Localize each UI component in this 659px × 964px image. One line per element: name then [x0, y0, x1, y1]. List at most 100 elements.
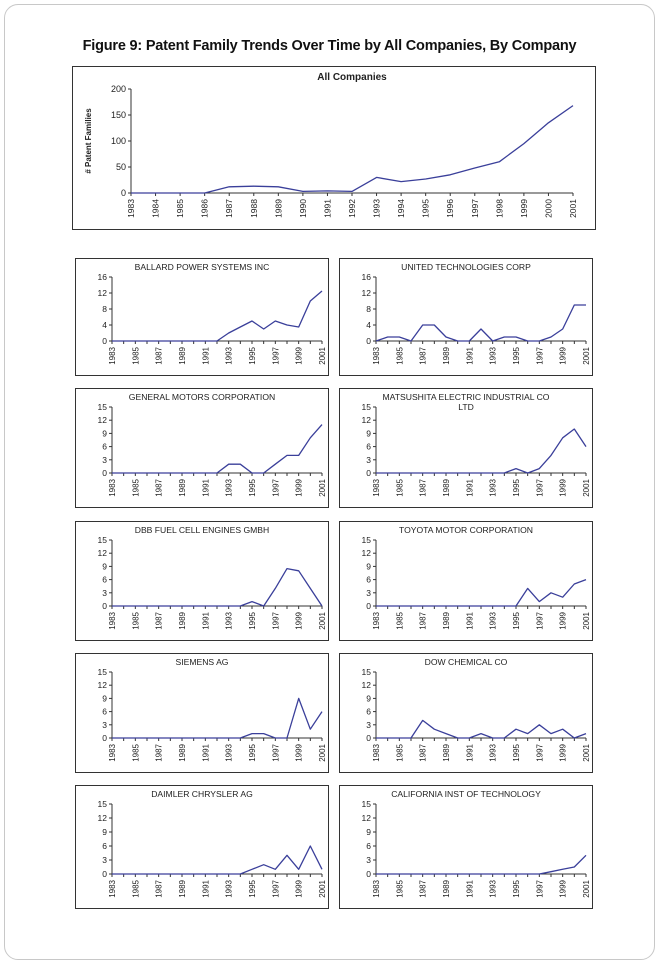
x-tick-label: 1995: [248, 611, 257, 629]
y-tick-label: 12: [362, 813, 372, 823]
chart-title: MATSUSHITA ELECTRIC INDUSTRIAL CO LTD: [383, 392, 550, 412]
x-tick-label: 1987: [419, 478, 428, 496]
series-line: [112, 424, 323, 474]
chart-title: BALLARD POWER SYSTEMS INC: [135, 262, 270, 272]
x-tick-label: 1989: [442, 611, 451, 629]
y-tick-label: 16: [98, 272, 108, 282]
x-tick-label: 1987: [419, 611, 428, 629]
chart-title: TOYOTA MOTOR CORPORATION: [399, 525, 533, 535]
x-tick-label: 1983: [108, 611, 117, 629]
x-tick-label: 1997: [470, 199, 480, 218]
y-tick-label: 15: [362, 799, 372, 809]
y-tick-label: 150: [111, 110, 126, 120]
y-tick-label: 6: [102, 841, 107, 851]
x-tick-label: 2001: [318, 879, 327, 897]
y-tick-label: 12: [98, 548, 108, 558]
x-tick-label: 2001: [568, 199, 578, 218]
x-tick-label: 1995: [512, 478, 521, 496]
y-tick-label: 9: [102, 693, 107, 703]
y-tick-label: 12: [362, 415, 372, 425]
y-tick-label: 15: [98, 535, 108, 545]
y-tick-label: 0: [102, 733, 107, 743]
x-tick-label: 1997: [535, 478, 544, 496]
x-tick-label: 1999: [559, 611, 568, 629]
y-tick-label: 12: [98, 813, 108, 823]
x-tick-label: 1989: [178, 743, 187, 761]
x-tick-label: 1999: [559, 879, 568, 897]
x-tick-label: 2001: [582, 879, 591, 897]
x-tick-label: 1993: [489, 743, 498, 761]
y-tick-label: 3: [366, 588, 371, 598]
x-tick-label: 1999: [295, 346, 304, 364]
chart-svg: DAIMLER CHRYSLER AG 0 3 6 9 12 15 1983 1985 1987 1…: [98, 789, 327, 898]
x-tick-label: 1991: [201, 478, 210, 496]
chart-svg: DOW CHEMICAL CO 0 3 6 9 12 15 1983 1985 1987 1989 1…: [362, 657, 591, 762]
chart-svg: TOYOTA MOTOR CORPORATION 0 3 6 9 12 15 1983 1985…: [362, 525, 591, 630]
chart-title: DAIMLER CHRYSLER AG: [151, 789, 253, 799]
x-tick-label: 1997: [271, 611, 280, 629]
x-tick-label: 1991: [201, 611, 210, 629]
x-tick-label: 1987: [419, 743, 428, 761]
x-tick-label: 1985: [395, 879, 404, 897]
y-axis-label: # Patent Families: [84, 108, 93, 174]
chart-panel-7: SIEMENS AG 0 3 6 9 12 15 1983 1985 1987 1989 1991 19…: [75, 653, 329, 773]
x-tick-label: 1989: [442, 478, 451, 496]
x-tick-label: 1997: [271, 879, 280, 897]
x-tick-label: 1995: [512, 611, 521, 629]
x-tick-label: 1985: [395, 743, 404, 761]
x-tick-label: 1997: [271, 346, 280, 364]
x-tick-label: 1992: [347, 199, 357, 218]
x-tick-label: 1991: [465, 879, 474, 897]
chart-title: CALIFORNIA INST OF TECHNOLOGY: [391, 789, 541, 799]
y-tick-label: 9: [102, 561, 107, 571]
x-tick-label: 1991: [465, 346, 474, 364]
x-tick-label: 1999: [295, 743, 304, 761]
y-tick-label: 9: [102, 428, 107, 438]
y-tick-label: 50: [116, 162, 126, 172]
x-tick-label: 1983: [372, 879, 381, 897]
x-tick-label: 1983: [372, 743, 381, 761]
x-tick-label: 2001: [582, 478, 591, 496]
chart-svg: SIEMENS AG 0 3 6 9 12 15 1983 1985 1987 1989 1991 19…: [98, 657, 327, 762]
x-tick-label: 1995: [248, 478, 257, 496]
x-tick-label: 1995: [512, 879, 521, 897]
y-tick-label: 9: [366, 428, 371, 438]
x-tick-label: 1985: [395, 478, 404, 496]
x-tick-label: 1995: [512, 346, 521, 364]
y-tick-label: 3: [102, 455, 107, 465]
chart-title: SIEMENS AG: [175, 657, 228, 667]
chart-panel-2: UNITED TECHNOLOGIES CORP 0 4 8 12 16 1983 1985 1…: [339, 258, 593, 376]
x-tick-label: 2001: [318, 346, 327, 364]
x-tick-label: 1993: [225, 879, 234, 897]
y-tick-label: 15: [98, 799, 108, 809]
x-tick-label: 1983: [372, 478, 381, 496]
x-tick-label: 1993: [372, 199, 382, 218]
x-tick-label: 1989: [178, 611, 187, 629]
x-tick-label: 1983: [126, 199, 136, 218]
x-tick-label: 1997: [271, 478, 280, 496]
x-tick-label: 1987: [155, 478, 164, 496]
chart-svg: DBB FUEL CELL ENGINES GMBH 0 3 6 9 12 15 1983 19…: [98, 525, 327, 630]
chart-title: DBB FUEL CELL ENGINES GMBH: [135, 525, 270, 535]
x-tick-label: 1987: [155, 611, 164, 629]
chart-svg: BALLARD POWER SYSTEMS INC 0 4 8 12 16 1983 1985…: [98, 262, 327, 365]
y-tick-label: 0: [102, 468, 107, 478]
x-tick-label: 1995: [421, 199, 431, 218]
chart-panel-10: CALIFORNIA INST OF TECHNOLOGY 0 3 6 9 12 15 198…: [339, 785, 593, 909]
x-tick-label: 1985: [131, 478, 140, 496]
x-tick-label: 1997: [271, 743, 280, 761]
x-tick-label: 1991: [465, 478, 474, 496]
series-line: [376, 719, 587, 739]
x-tick-label: 1996: [445, 199, 455, 218]
chart-title: DOW CHEMICAL CO: [425, 657, 508, 667]
chart-all-companies: All Companies # Patent Families 0 50 100 150 2…: [72, 66, 596, 230]
x-tick-label: 1993: [489, 478, 498, 496]
y-tick-label: 200: [111, 84, 126, 94]
y-tick-label: 6: [102, 707, 107, 717]
y-tick-label: 0: [121, 188, 126, 198]
y-tick-label: 15: [362, 535, 372, 545]
x-tick-label: 2001: [318, 743, 327, 761]
chart-svg: All Companies # Patent Families 0 50 100 150 2…: [84, 72, 578, 218]
y-tick-label: 15: [98, 402, 108, 412]
series-line: [131, 105, 574, 194]
